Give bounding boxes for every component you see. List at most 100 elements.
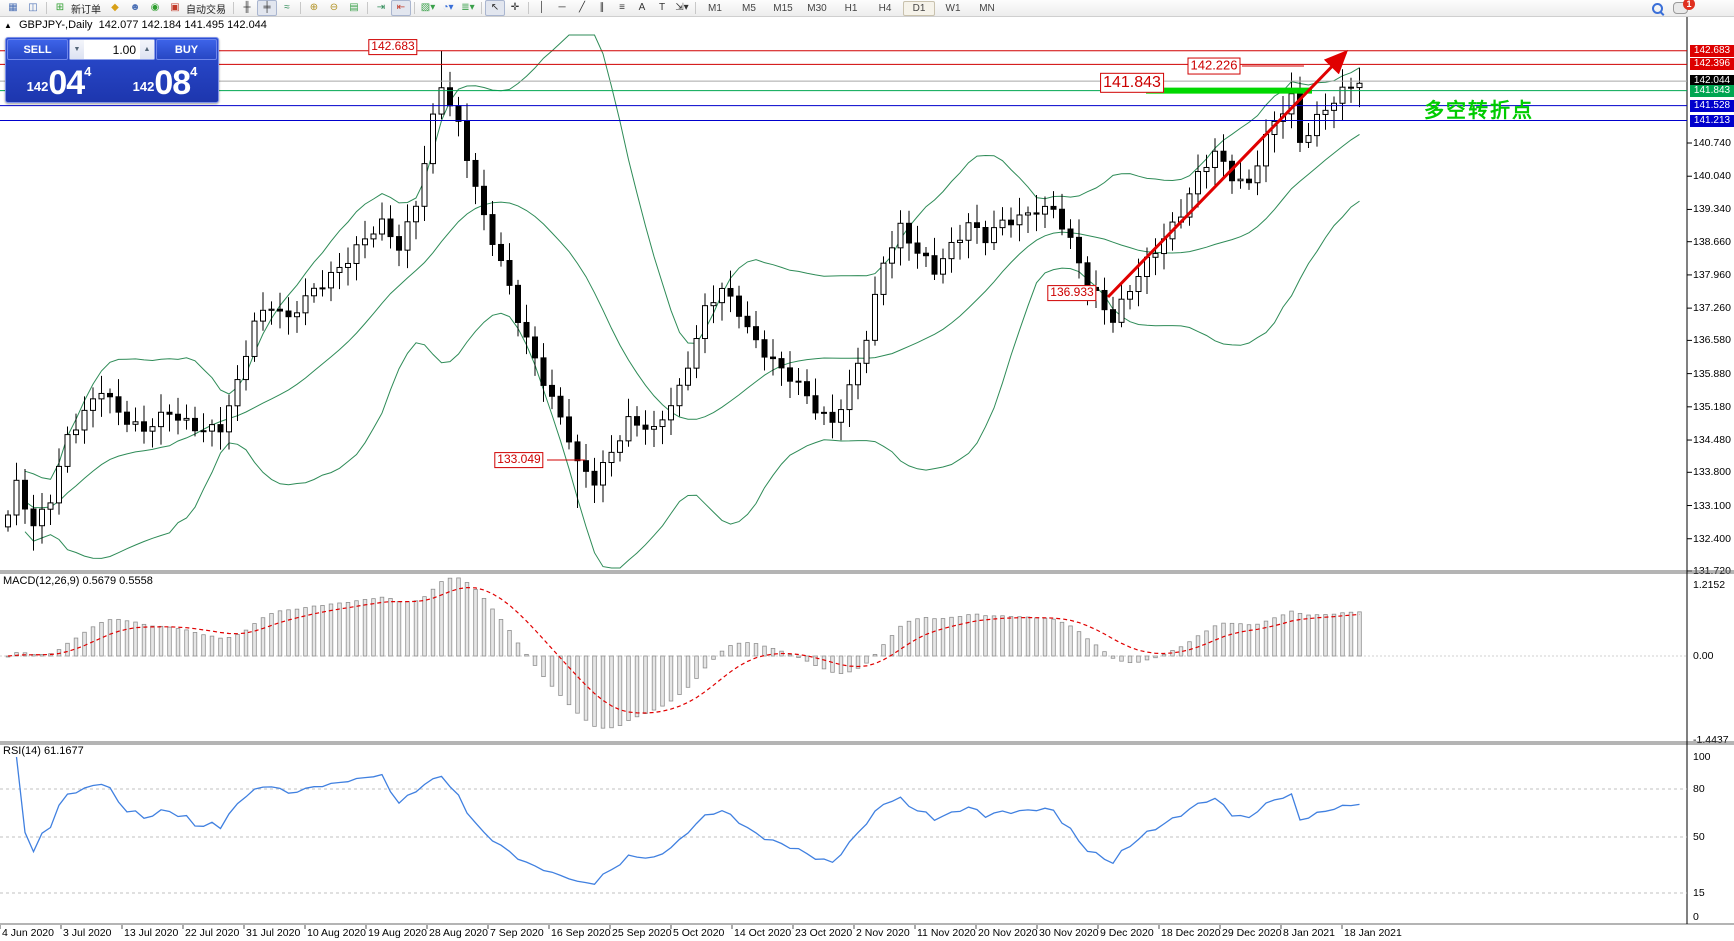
rsi-axis-label: 0 bbox=[1693, 911, 1699, 923]
candlestick-chart-icon[interactable]: ╪ bbox=[257, 0, 277, 16]
profiles-icon[interactable]: ◫ bbox=[28, 2, 38, 13]
timeframe-w1[interactable]: W1 bbox=[945, 2, 961, 14]
macd-histogram-bar bbox=[218, 637, 223, 657]
macd-histogram-bar bbox=[549, 655, 555, 687]
candle-body bbox=[413, 205, 419, 223]
candle-body bbox=[455, 105, 462, 122]
candle-body bbox=[515, 284, 521, 323]
text-icon[interactable]: A bbox=[638, 2, 646, 13]
macd-histogram-bar bbox=[439, 581, 444, 657]
trendline-icon[interactable]: ╱ bbox=[578, 2, 586, 13]
buy-button[interactable]: BUY bbox=[156, 39, 217, 60]
macd-histogram-bar bbox=[184, 629, 189, 657]
sell-button[interactable]: SELL bbox=[7, 39, 68, 60]
zoom-in-icon[interactable]: ⊕ bbox=[309, 2, 319, 13]
volume-stepper[interactable]: ▼ 1.00 ▲ bbox=[69, 39, 155, 60]
macd-histogram-bar bbox=[1119, 655, 1124, 662]
notifications-icon[interactable]: 1 bbox=[1673, 0, 1695, 14]
timeframe-m1[interactable]: M1 bbox=[708, 2, 722, 14]
candle-body bbox=[1084, 262, 1091, 288]
timeframe-mn[interactable]: MN bbox=[979, 2, 995, 14]
vertical-line-icon[interactable]: │ bbox=[538, 2, 546, 13]
candle-body bbox=[931, 255, 938, 275]
arrows-icon[interactable]: ⇲▾ bbox=[675, 2, 689, 13]
timeframe-d1[interactable]: D1 bbox=[903, 0, 935, 16]
bar-chart-icon[interactable]: ╫ bbox=[243, 2, 251, 13]
macd-histogram-bar bbox=[99, 621, 104, 657]
timeframe-m15[interactable]: M15 bbox=[773, 2, 793, 14]
macd-histogram-bar bbox=[957, 616, 963, 657]
candle-body bbox=[804, 381, 810, 397]
chart-annotation-text: 多空转折点 bbox=[1424, 100, 1534, 122]
line-chart-icon[interactable]: ≈ bbox=[284, 2, 290, 13]
text-label-icon[interactable]: T bbox=[658, 2, 666, 13]
macd-axis-label: 0.00 bbox=[1693, 650, 1714, 662]
candle-body bbox=[98, 392, 105, 400]
macd-axis-label: -1.4437 bbox=[1693, 734, 1729, 747]
sell-price[interactable]: 142 04 4 bbox=[26, 64, 92, 102]
autotrading-icon[interactable]: ▣ bbox=[170, 2, 180, 13]
macd-histogram-bar bbox=[1136, 655, 1141, 663]
candle-body bbox=[183, 417, 190, 421]
price-axis-badge: 142.683 bbox=[1690, 44, 1734, 57]
candle-body bbox=[863, 339, 870, 364]
macd-histogram-bar bbox=[966, 614, 971, 657]
cursor-icon[interactable]: ↖ bbox=[485, 0, 505, 16]
candle-body bbox=[583, 460, 589, 472]
candle-body bbox=[591, 470, 598, 486]
candle-body bbox=[353, 244, 360, 264]
experts-icon[interactable]: ☻ bbox=[129, 2, 141, 13]
date-axis-label: 7 Sep 2020 bbox=[490, 927, 544, 939]
periods-icon[interactable]: ◔▾ bbox=[442, 2, 454, 13]
chart-shift-icon[interactable]: ⇤ bbox=[391, 0, 411, 16]
indicators-icon[interactable]: ≣▾ bbox=[461, 2, 475, 13]
macd-histogram-bar bbox=[260, 617, 266, 657]
macd-histogram-bar bbox=[1280, 614, 1286, 657]
candle-body bbox=[982, 226, 989, 244]
new-order-label[interactable]: 新订单 bbox=[71, 4, 101, 16]
candle-body bbox=[753, 326, 759, 341]
new-order-icon[interactable]: ⊞ bbox=[55, 2, 65, 13]
chart-window-icon[interactable]: ▦ bbox=[8, 2, 18, 13]
price-axis-label: 136.580 bbox=[1693, 334, 1731, 347]
timeframe-m5[interactable]: M5 bbox=[742, 2, 756, 14]
crosshair-icon[interactable]: ✛ bbox=[510, 2, 520, 13]
macd-histogram-bar bbox=[1255, 623, 1260, 657]
auto-scroll-icon[interactable]: ⇥ bbox=[376, 2, 386, 13]
candle-body bbox=[1356, 82, 1363, 89]
zoom-out-icon[interactable]: ⊖ bbox=[329, 2, 339, 13]
volume-up-icon[interactable]: ▲ bbox=[140, 40, 154, 59]
timeframe-h1[interactable]: H1 bbox=[844, 2, 858, 14]
metaeditor-icon[interactable]: ◆ bbox=[111, 2, 119, 13]
collapse-panel-icon[interactable]: ▲ bbox=[4, 21, 12, 30]
signal-icon[interactable]: ◉ bbox=[150, 2, 160, 13]
timeframe-h4[interactable]: H4 bbox=[878, 2, 892, 14]
macd-histogram-bar bbox=[1297, 613, 1303, 657]
buy-price[interactable]: 142 08 4 bbox=[132, 64, 198, 102]
trend-arrow[interactable] bbox=[1106, 49, 1349, 299]
tile-windows-icon[interactable]: ▤ bbox=[349, 2, 359, 13]
horizontal-line-icon[interactable]: ─ bbox=[558, 2, 566, 13]
autotrading-label[interactable]: 自动交易 bbox=[186, 4, 226, 16]
volume-down-icon[interactable]: ▼ bbox=[70, 40, 84, 59]
candle-body bbox=[974, 222, 980, 228]
fibonacci-icon[interactable]: ≡ bbox=[619, 2, 625, 13]
macd-histogram-bar bbox=[320, 605, 325, 657]
templates-icon[interactable]: ▧▾ bbox=[420, 2, 436, 13]
timeframe-m30[interactable]: M30 bbox=[807, 2, 827, 14]
macd-label: MACD(12,26,9) 0.5679 0.5558 bbox=[3, 575, 153, 587]
macd-histogram-bar bbox=[116, 618, 121, 657]
candle-body bbox=[1339, 86, 1346, 104]
macd-histogram-bar bbox=[1153, 655, 1158, 659]
candle-body bbox=[319, 287, 326, 290]
candle-body bbox=[880, 262, 887, 295]
volume-value[interactable]: 1.00 bbox=[112, 42, 136, 57]
candle-body bbox=[889, 247, 895, 264]
macd-histogram-bar bbox=[1357, 611, 1362, 657]
macd-histogram-bar bbox=[1306, 614, 1311, 657]
channel-icon[interactable]: ∥ bbox=[599, 2, 605, 13]
search-icon[interactable] bbox=[1652, 2, 1663, 14]
price-axis-label: 138.660 bbox=[1693, 235, 1731, 248]
macd-histogram-bar bbox=[124, 620, 130, 657]
